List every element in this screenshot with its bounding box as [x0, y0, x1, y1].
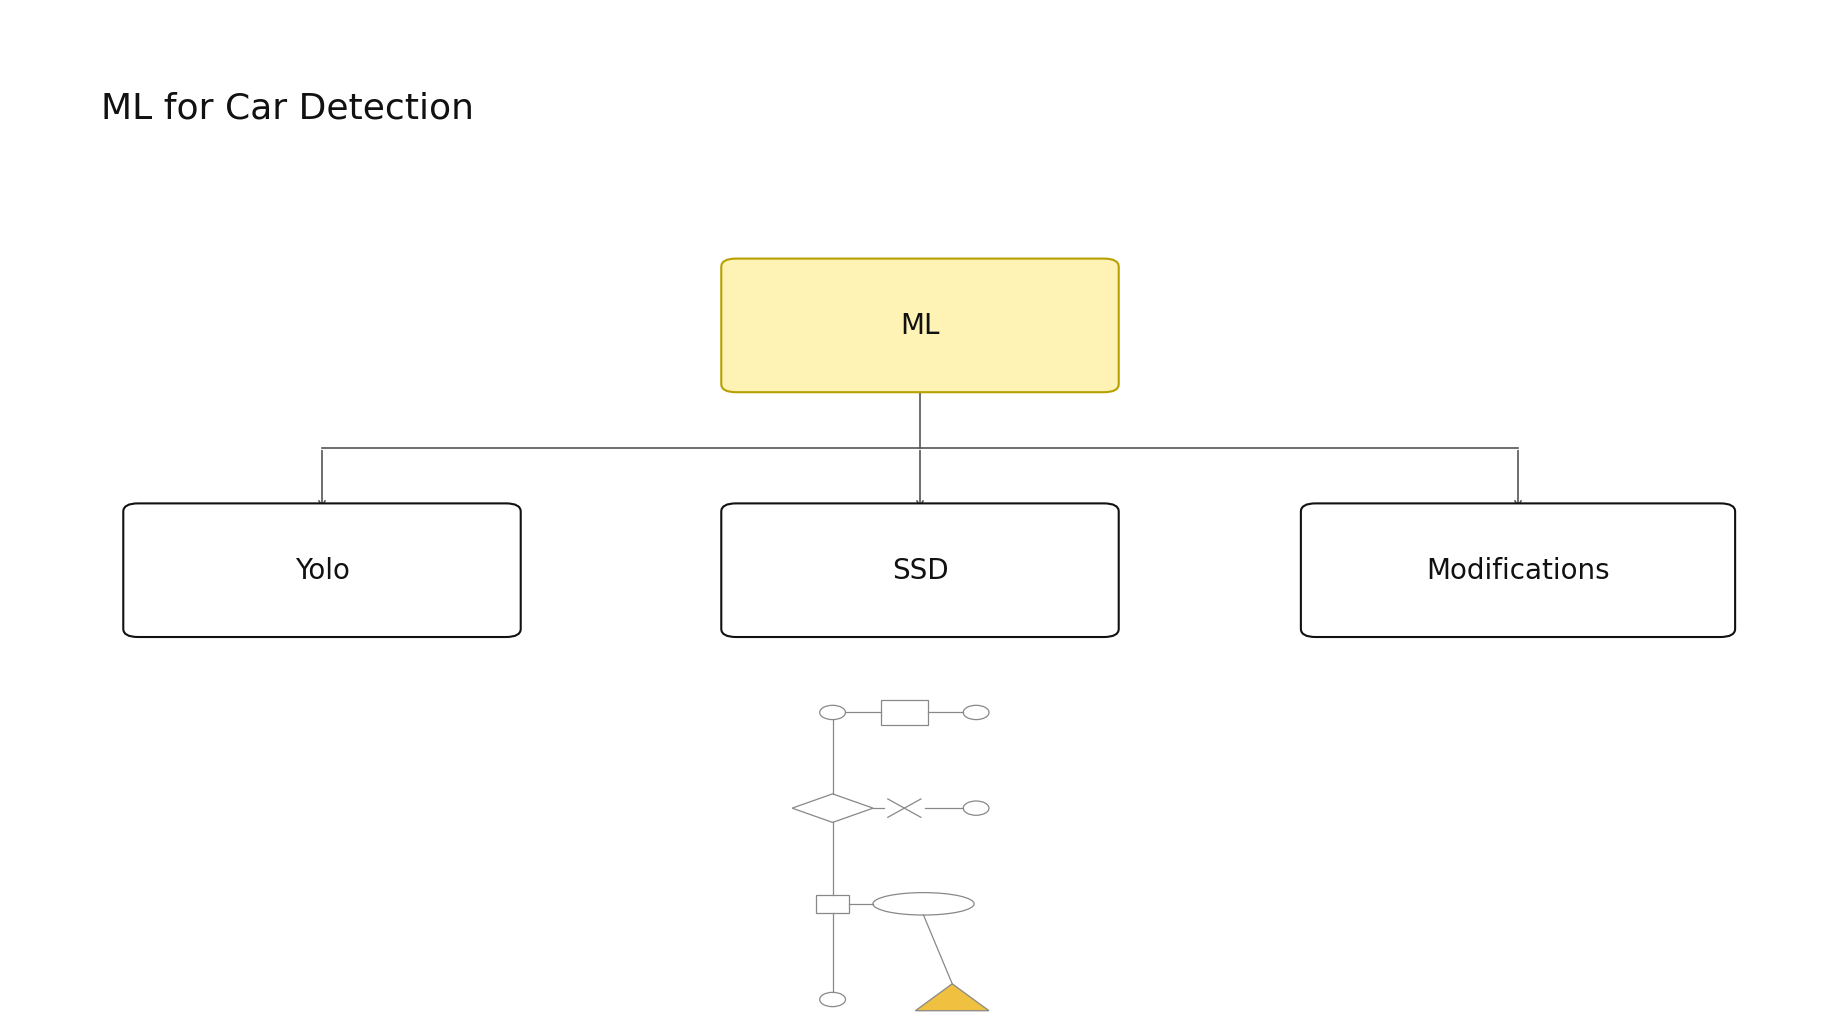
Text: Yolo: Yolo	[294, 556, 349, 585]
Text: Modifications: Modifications	[1425, 556, 1609, 585]
Circle shape	[964, 705, 989, 719]
Bar	[817, 895, 850, 913]
FancyBboxPatch shape	[123, 503, 520, 638]
Text: ML for Car Detection: ML for Car Detection	[101, 92, 474, 125]
Circle shape	[820, 705, 846, 719]
Circle shape	[820, 993, 846, 1007]
Text: SSD: SSD	[892, 556, 947, 585]
Ellipse shape	[872, 893, 973, 915]
FancyBboxPatch shape	[721, 503, 1118, 638]
Text: ML: ML	[899, 312, 940, 340]
Circle shape	[964, 801, 989, 815]
Polygon shape	[793, 794, 874, 822]
Polygon shape	[914, 983, 989, 1011]
FancyBboxPatch shape	[721, 259, 1118, 392]
Bar	[881, 700, 927, 726]
FancyBboxPatch shape	[1300, 503, 1734, 638]
